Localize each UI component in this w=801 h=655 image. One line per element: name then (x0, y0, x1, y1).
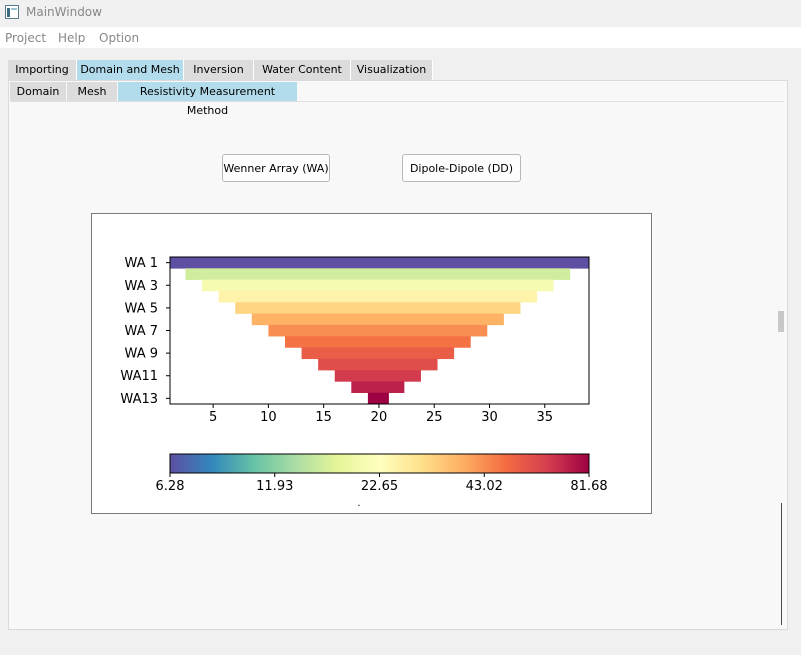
level-bar-6 (251, 313, 504, 326)
level-bar-8 (284, 336, 471, 348)
y-tick-label: WA 9 (125, 347, 158, 362)
y-tick-label: WA 5 (125, 301, 158, 316)
menu-help[interactable]: Help (58, 31, 86, 45)
colorbar-label: . (357, 498, 360, 509)
level-bar-3 (202, 279, 554, 292)
colorbar-tick-label: 22.65 (361, 479, 398, 494)
subtab-mesh[interactable]: Mesh (67, 82, 117, 101)
level-bar-10 (318, 358, 438, 371)
level-bar-13 (367, 392, 389, 405)
scroll-handle[interactable] (778, 311, 784, 332)
y-tick-label: WA 1 (125, 256, 158, 271)
colorbar-tick-label: 81.68 (570, 479, 607, 494)
x-tick-label: 5 (209, 410, 217, 425)
colorbar-tick-label: 43.02 (466, 479, 503, 494)
sub-tab-divider (10, 101, 784, 102)
menu-project[interactable]: Project (5, 31, 47, 45)
x-tick-label: 30 (481, 410, 498, 425)
level-bar-9 (301, 347, 455, 360)
colorbar-tick-label: 11.93 (256, 479, 293, 494)
x-tick-label: 15 (315, 410, 332, 425)
x-tick-label: 10 (260, 410, 277, 425)
level-bar-11 (334, 370, 421, 382)
colorbar-tick-label: 6.28 (156, 479, 185, 494)
colorbar (169, 453, 590, 474)
level-bar-4 (218, 290, 538, 303)
y-tick-label: WA13 (120, 392, 158, 407)
wenner-array-button[interactable]: Wenner Array (WA) (222, 154, 330, 182)
x-tick-label: 20 (371, 410, 388, 425)
level-bar-2 (185, 268, 571, 280)
tab-visualization[interactable]: Visualization (351, 60, 433, 80)
y-tick-label: WA11 (120, 369, 158, 384)
plot-canvas: 5 10 15 20 25 30 35 WA 1 WA 3 WA 5 WA 7 WA 9 WA11 WA… (91, 213, 652, 514)
subtab-resistivity-measurement-method[interactable]: Resistivity Measurement Method (118, 82, 297, 117)
level-bar-5 (235, 302, 521, 314)
level-bar-1 (170, 257, 589, 269)
level-bar-7 (268, 324, 488, 337)
x-tick-label: 25 (426, 410, 443, 425)
tab-domain-and-mesh[interactable]: Domain and Mesh (77, 60, 184, 80)
y-tick-label: WA 3 (125, 279, 158, 294)
y-tick-label: WA 7 (125, 324, 158, 339)
scrollbar-track[interactable] (781, 503, 782, 625)
subtab-domain[interactable]: Domain (10, 82, 66, 101)
x-tick-label: 35 (537, 410, 554, 425)
pseudosection-chart: 5 10 15 20 25 30 35 WA 1 WA 3 WA 5 WA 7 WA 9 WA11 WA… (120, 256, 607, 509)
tab-inversion[interactable]: Inversion (184, 60, 254, 80)
menu-option[interactable]: Option (99, 31, 140, 45)
app-icon (5, 5, 19, 19)
level-bar-12 (351, 381, 405, 393)
title-bar: MainWindow (0, 0, 801, 27)
tab-importing[interactable]: Importing (8, 60, 77, 80)
menu-bar: Project Help Option (0, 27, 801, 48)
window-title: MainWindow (26, 5, 102, 19)
dipole-dipole-button[interactable]: Dipole-Dipole (DD) (402, 154, 521, 182)
tab-water-content[interactable]: Water Content (254, 60, 351, 80)
